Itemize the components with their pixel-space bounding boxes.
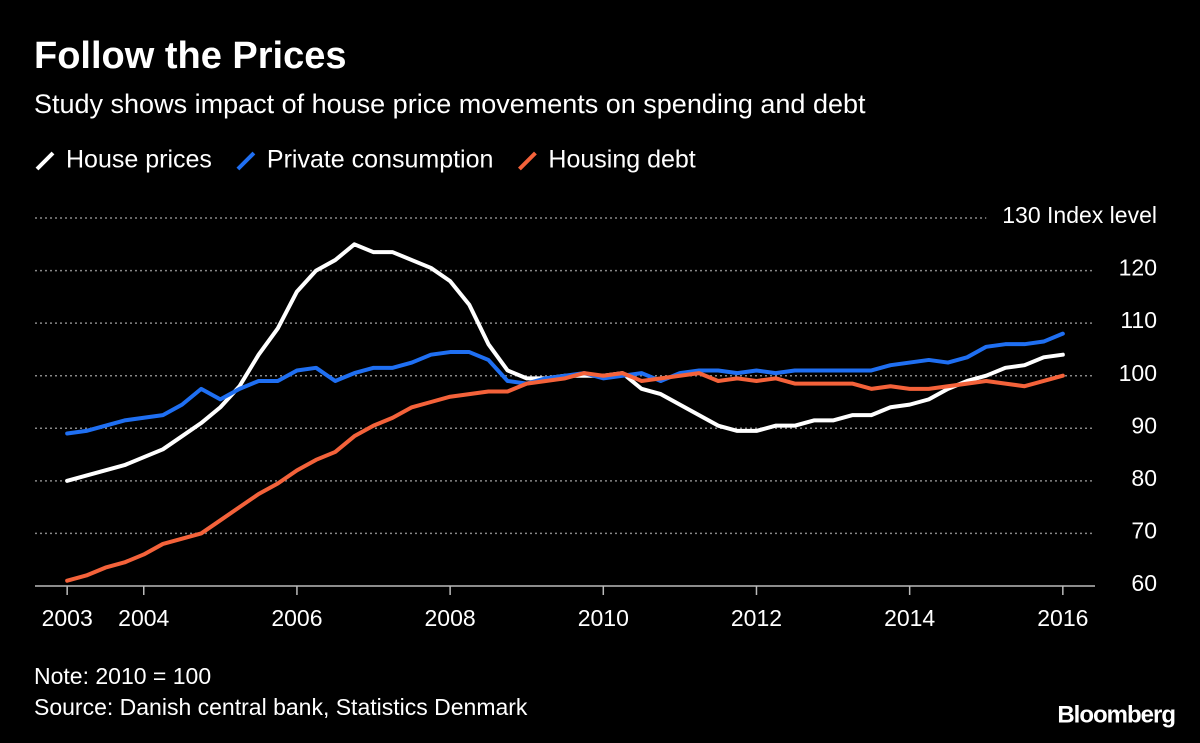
x-tick-label: 2006	[271, 605, 322, 631]
y-tick-label: 130 Index level	[1002, 202, 1157, 228]
y-tick-label: 110	[1120, 307, 1157, 333]
legend: House prices Private consumption Housing d…	[35, 146, 696, 174]
legend-swatch	[35, 151, 55, 171]
data-line	[65, 371, 1065, 583]
chart-title: Follow the Prices	[34, 35, 347, 77]
y-tick-label: 120	[1119, 255, 1157, 281]
legend-label: Housing debt	[548, 146, 695, 174]
legend-swatch	[236, 151, 256, 171]
source: Source: Danish central bank, Statistics …	[34, 694, 528, 720]
note: Note: 2010 = 100	[34, 663, 211, 689]
legend-label: House prices	[66, 146, 212, 174]
x-tick-label: 2008	[425, 605, 476, 631]
x-tick-label: 2012	[731, 605, 782, 631]
x-tick-label: 2003	[42, 605, 93, 631]
x-tick-label: 2014	[884, 605, 935, 631]
y-tick-label: 70	[1131, 518, 1157, 544]
chart-subtitle: Study shows impact of house price moveme…	[34, 89, 866, 119]
logo: Bloomberg	[1057, 701, 1175, 728]
legend-label: Private consumption	[267, 146, 494, 174]
x-tick-label: 2016	[1037, 605, 1088, 631]
legend-swatch	[518, 151, 537, 171]
x-tick-label: 2004	[118, 605, 169, 631]
y-tick-label: 100	[1119, 360, 1157, 386]
y-tick-label: 80	[1131, 465, 1157, 491]
y-tick-label: 60	[1131, 570, 1157, 596]
data-line	[65, 331, 1065, 436]
y-tick-label: 90	[1131, 412, 1157, 438]
x-tick-label: 2010	[578, 605, 629, 631]
